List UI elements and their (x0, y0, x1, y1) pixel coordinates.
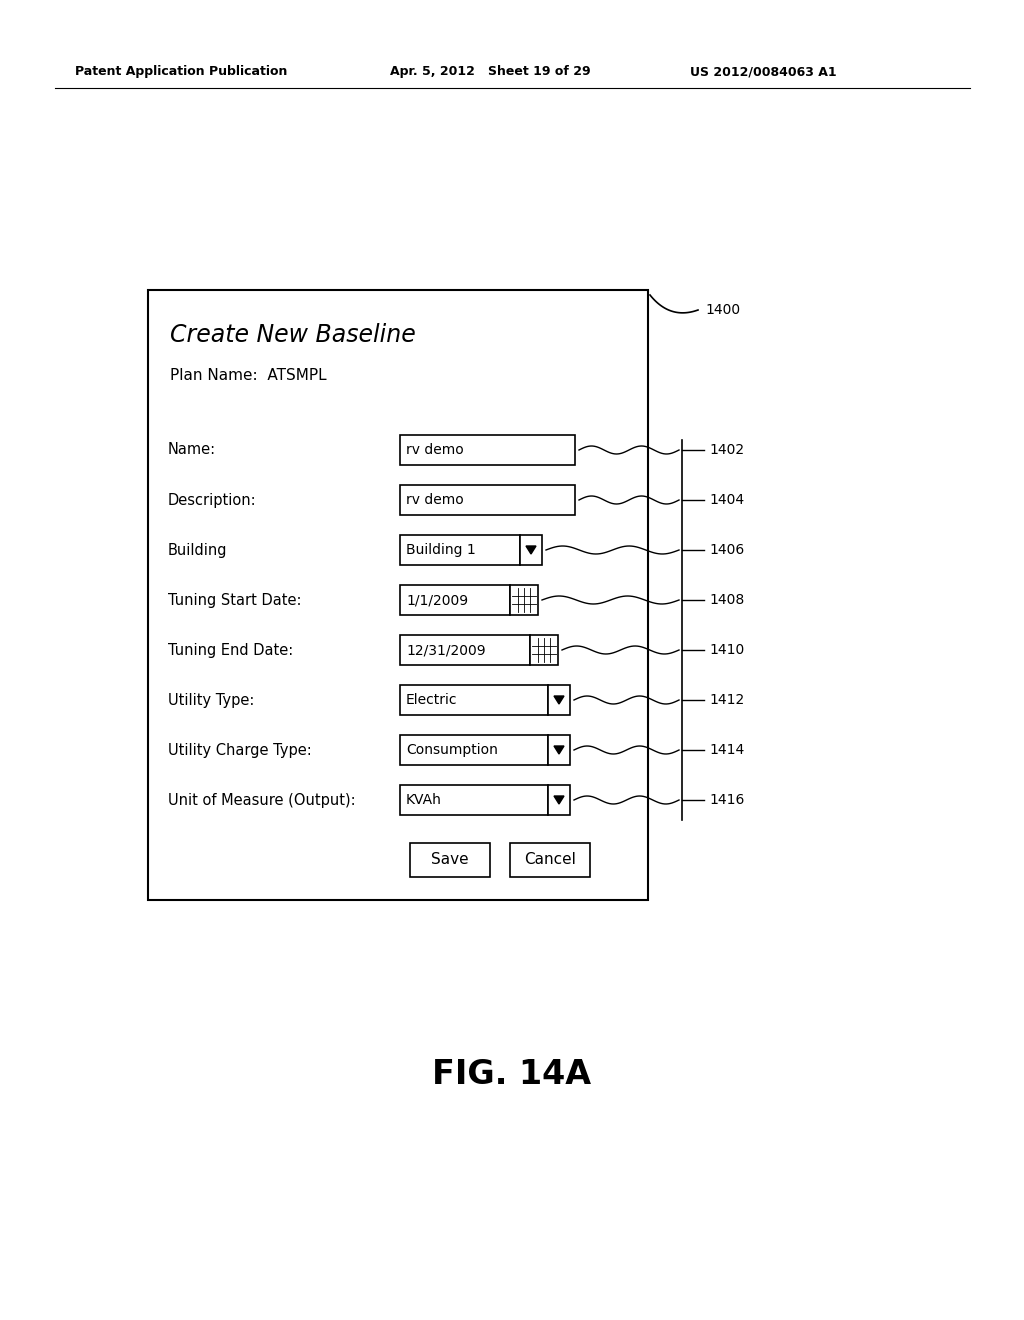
Polygon shape (554, 696, 564, 704)
Bar (400, 635, 530, 665)
Text: Save: Save (431, 853, 469, 867)
Bar (400, 484, 575, 515)
Text: 1416: 1416 (709, 793, 744, 807)
Text: 1410: 1410 (709, 643, 744, 657)
Bar (400, 436, 575, 465)
Polygon shape (526, 546, 536, 554)
Text: 1402: 1402 (709, 444, 744, 457)
Bar (400, 785, 548, 814)
Bar (400, 585, 510, 615)
Text: FIG. 14A: FIG. 14A (432, 1059, 592, 1092)
Bar (148, 290, 648, 900)
Text: 1400: 1400 (705, 304, 740, 317)
Text: Consumption: Consumption (406, 743, 498, 756)
Bar (400, 735, 548, 766)
Text: Utility Type:: Utility Type: (168, 693, 254, 708)
Text: Patent Application Publication: Patent Application Publication (75, 66, 288, 78)
Bar (548, 685, 570, 715)
Text: 1406: 1406 (709, 543, 744, 557)
Text: Building 1: Building 1 (406, 543, 476, 557)
Text: Unit of Measure (Output):: Unit of Measure (Output): (168, 792, 355, 808)
Text: Apr. 5, 2012   Sheet 19 of 29: Apr. 5, 2012 Sheet 19 of 29 (390, 66, 591, 78)
Text: Description:: Description: (168, 492, 257, 507)
Text: Electric: Electric (406, 693, 458, 708)
Text: Name:: Name: (168, 442, 216, 458)
Bar (400, 535, 520, 565)
Bar (548, 785, 570, 814)
Text: Utility Charge Type:: Utility Charge Type: (168, 742, 311, 758)
Bar (510, 585, 538, 615)
Bar (530, 635, 558, 665)
Bar (510, 843, 590, 876)
Text: 1414: 1414 (709, 743, 744, 756)
Bar (410, 843, 490, 876)
Text: rv demo: rv demo (406, 492, 464, 507)
Text: 1412: 1412 (709, 693, 744, 708)
Text: rv demo: rv demo (406, 444, 464, 457)
Text: 12/31/2009: 12/31/2009 (406, 643, 485, 657)
Text: Create New Baseline: Create New Baseline (170, 323, 416, 347)
Text: 1/1/2009: 1/1/2009 (406, 593, 468, 607)
Text: Cancel: Cancel (524, 853, 575, 867)
Bar (400, 685, 548, 715)
Text: 1408: 1408 (709, 593, 744, 607)
Text: Tuning Start Date:: Tuning Start Date: (168, 593, 301, 607)
Text: 1404: 1404 (709, 492, 744, 507)
Bar (520, 535, 542, 565)
Text: Building: Building (168, 543, 227, 557)
Polygon shape (554, 796, 564, 804)
Text: US 2012/0084063 A1: US 2012/0084063 A1 (690, 66, 837, 78)
Text: Tuning End Date:: Tuning End Date: (168, 643, 293, 657)
Polygon shape (554, 746, 564, 754)
Text: Plan Name:  ATSMPL: Plan Name: ATSMPL (170, 367, 327, 383)
Text: KVAh: KVAh (406, 793, 442, 807)
Bar (548, 735, 570, 766)
